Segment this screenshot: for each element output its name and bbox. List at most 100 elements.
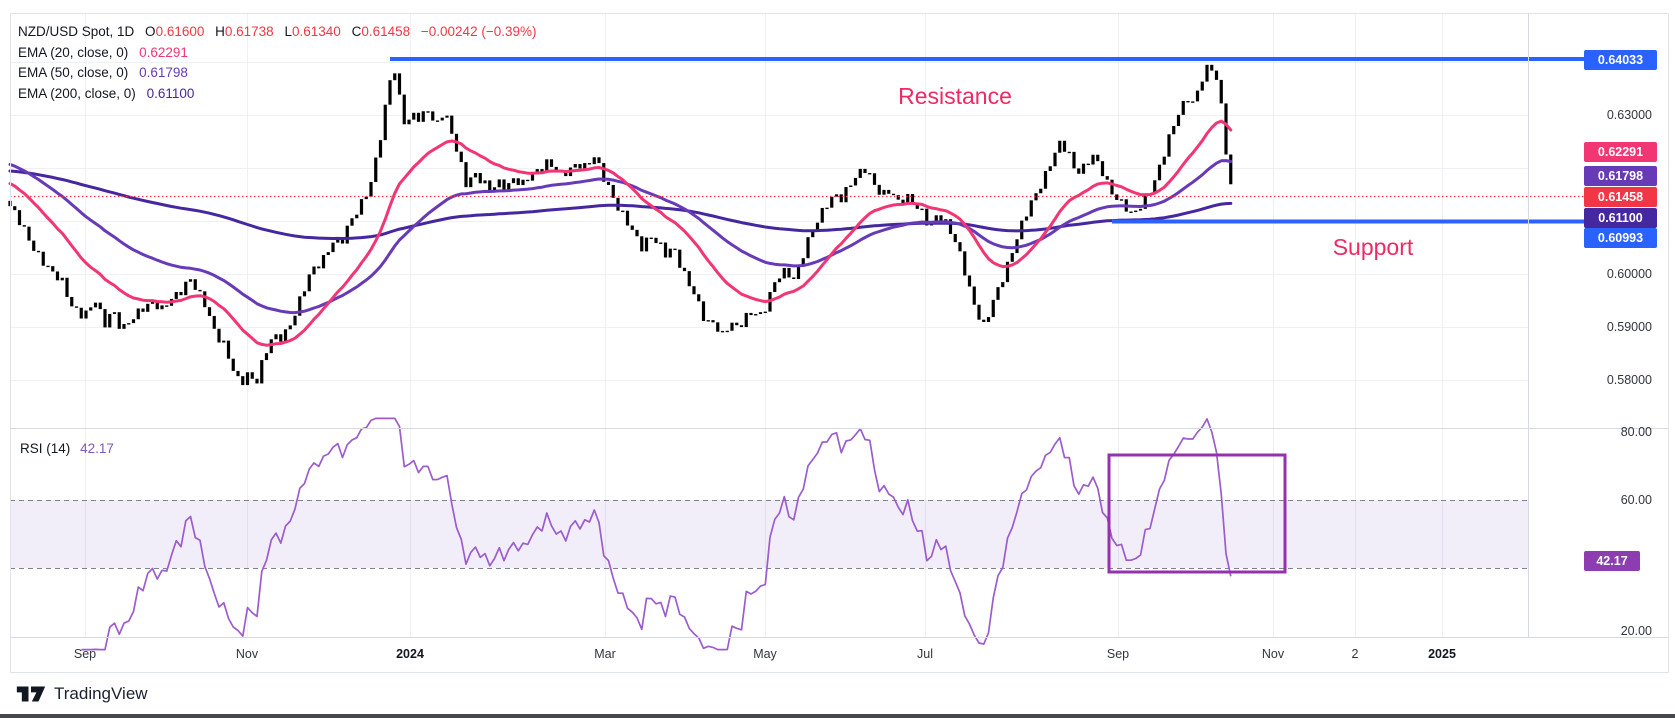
tradingview-logo-icon (16, 686, 46, 702)
rsi-highlight-box[interactable] (1107, 453, 1287, 574)
candle-body (426, 111, 430, 113)
ema200-line[interactable] (8, 169, 1233, 240)
candle-body (697, 294, 701, 302)
candle-body (625, 210, 630, 226)
ema200-legend-row[interactable]: EMA (200, close, 0) 0.61100 (18, 84, 536, 105)
open-value: 0.61600 (155, 24, 205, 39)
candle-body (274, 334, 278, 340)
symbol-legend-row[interactable]: NZD/USD Spot, 1D O0.61600 H0.61738 L0.61… (18, 22, 536, 43)
chart-legend: NZD/USD Spot, 1D O0.61600 H0.61738 L0.61… (18, 22, 536, 104)
candle-body (1205, 64, 1209, 82)
candle-body (1048, 166, 1052, 171)
candle-body (972, 286, 976, 305)
rsi-axis-label: 60.00 (1620, 493, 1652, 507)
candle-body (435, 120, 440, 122)
candle-body (1229, 154, 1233, 185)
rsi-legend-row[interactable]: RSI (14) 42.17 (20, 441, 114, 456)
candle-body (1053, 152, 1057, 167)
candle-body (621, 210, 625, 213)
candle-body (255, 378, 259, 384)
high-value: 0.61738 (224, 24, 274, 39)
ema200-label: EMA (200, close, 0) (18, 85, 136, 101)
candle-body (483, 180, 487, 184)
time-axis-label: Sep (1106, 647, 1130, 661)
candle-body (744, 312, 748, 328)
candle-body (388, 80, 392, 105)
ema20-line[interactable] (8, 119, 1233, 347)
low-value: 0.61340 (291, 24, 341, 39)
tradingview-footer[interactable]: TradingView (16, 683, 148, 705)
candle-body (79, 307, 83, 319)
change-value: −0.00242 (−0.39%) (420, 24, 537, 39)
candle-body (98, 302, 102, 310)
price-badge: 0.61458 (1584, 187, 1657, 207)
candle-body (1195, 90, 1200, 102)
candle-body (260, 360, 264, 384)
candle-body (188, 279, 193, 282)
candle-body (944, 219, 948, 221)
support-annotation[interactable]: Support (1332, 234, 1414, 260)
rsi-axis-label: 80.00 (1620, 425, 1652, 439)
candle-body (350, 218, 354, 226)
candle-body (573, 164, 577, 168)
ema50-line[interactable] (8, 159, 1233, 315)
candle-body (117, 312, 121, 329)
candle-body (364, 196, 368, 200)
candle-body (730, 322, 734, 331)
candle-body (1072, 151, 1076, 169)
candle-body (340, 237, 345, 244)
candle-body (1005, 261, 1010, 283)
candle-body (640, 236, 644, 252)
ema20-legend-row[interactable]: EMA (20, close, 0) 0.62291 (18, 43, 536, 64)
candle-body (668, 248, 672, 258)
candle-body (782, 267, 786, 279)
candle-body (1219, 79, 1223, 104)
candle-body (758, 312, 763, 315)
candle-body (146, 303, 150, 312)
rsi-axis-label: 20.00 (1620, 624, 1652, 638)
candle-body (1200, 81, 1204, 91)
price-chart-canvas[interactable] (0, 0, 1675, 676)
candle-body (777, 278, 782, 283)
candle-body (910, 193, 915, 204)
candle-body (231, 358, 235, 371)
candle-body (526, 179, 530, 182)
candle-body (51, 266, 55, 272)
rsi-label: RSI (20, 441, 43, 456)
candle-body (763, 311, 767, 314)
candle-body (407, 119, 411, 125)
tradingview-brand-text: TradingView (54, 684, 148, 703)
ema50-legend-row[interactable]: EMA (50, close, 0) 0.61798 (18, 63, 536, 84)
candle-body (488, 180, 492, 193)
rsi-line[interactable] (81, 417, 1232, 651)
candle-body (549, 159, 554, 167)
candle-body (269, 339, 273, 354)
candle-body (478, 173, 482, 184)
candle-body (906, 193, 910, 203)
resistance-annotation[interactable]: Resistance (898, 83, 1012, 109)
candle-body (540, 169, 544, 172)
candle-body (659, 242, 663, 244)
price-badge: 0.61100 (1584, 207, 1657, 228)
candle-body (606, 181, 611, 185)
candle-body (245, 372, 250, 386)
candle-body (982, 319, 986, 322)
candle-body (326, 252, 330, 256)
candle-body (1115, 194, 1119, 200)
candle-body (459, 151, 463, 163)
symbol-title: NZD/USD Spot, 1D (18, 24, 135, 39)
candle-body (796, 264, 801, 279)
candle-body (440, 117, 444, 121)
candle-body (74, 306, 79, 308)
candle-body (939, 215, 943, 221)
candle-body (27, 226, 31, 241)
time-axis-label: Sep (73, 647, 97, 661)
time-axis-label: 2025 (1428, 647, 1456, 661)
candle-body (1077, 168, 1081, 174)
candle-body (986, 317, 991, 322)
candle-body (530, 174, 535, 181)
candle-body (1162, 156, 1166, 165)
candle-body (1172, 126, 1176, 135)
candle-body (820, 207, 824, 223)
